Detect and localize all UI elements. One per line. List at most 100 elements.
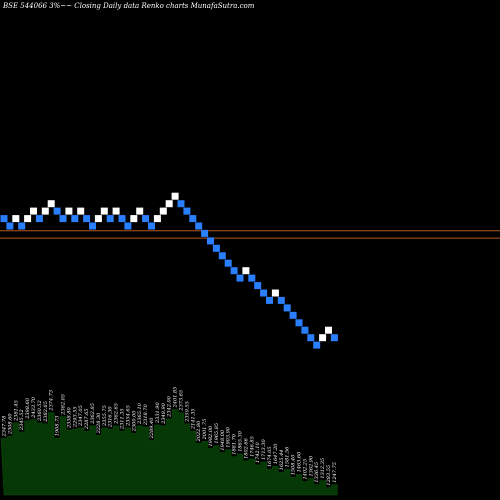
volume-label: 1948.00 <box>220 429 226 450</box>
chart-title: BSE 544066 3%~~ Closing Daily data Renko… <box>3 2 255 10</box>
volume-label: 2355.75 <box>102 405 108 427</box>
volume-label: 1581.56 <box>285 446 291 467</box>
renko-brick-up <box>24 215 32 223</box>
volume-label: 1742.10 <box>255 442 261 463</box>
renko-brick-up <box>136 207 144 215</box>
volume-label: 2348.90 <box>161 402 167 424</box>
volume-label: 1903.90 <box>226 426 232 447</box>
renko-brick-down <box>71 215 79 223</box>
renko-brick-down <box>142 215 150 223</box>
volume-label: 1713.30 <box>261 439 267 460</box>
renko-brick-down <box>254 282 262 290</box>
renko-brick-down <box>330 334 338 342</box>
volume-label: 2342.00 <box>167 395 173 417</box>
renko-brick-down <box>289 311 297 319</box>
volume-label: 2289.40 <box>149 417 155 439</box>
volume-label: 1463.60 <box>297 451 303 472</box>
volume-label: 2316.30 <box>108 406 114 428</box>
renko-brick-up <box>159 207 167 215</box>
renko-brick-down <box>207 237 214 245</box>
volume-label: 2354.65 <box>125 405 131 427</box>
volume-label: 1336.45 <box>314 462 320 483</box>
renko-brick-down <box>124 222 132 230</box>
volume-label: 2373.65 <box>179 390 185 412</box>
volume-label: 1402.25 <box>302 459 308 480</box>
volume-label: 2141.35 <box>190 408 196 430</box>
volume-label: 1674.05 <box>267 446 273 467</box>
volume-label: 2382.05 <box>61 394 67 416</box>
volume-label: 2365.10 <box>137 402 143 424</box>
volume-area <box>0 409 338 496</box>
renko-brick-down <box>148 222 155 230</box>
renko-brick-down <box>260 289 268 297</box>
volume-label: 2311.35 <box>120 408 126 430</box>
volume-label: 1881.70 <box>232 433 238 454</box>
volume-label: 1802.66 <box>243 437 249 458</box>
renko-brick-up <box>130 215 138 223</box>
renko-brick-down <box>118 215 126 223</box>
volume-label: 1362.90 <box>308 455 314 476</box>
volume-label: 2362.85 <box>90 403 96 425</box>
renko-brick-down <box>230 267 238 275</box>
renko-brick-up <box>94 215 102 223</box>
renko-brick-down <box>236 274 244 282</box>
renko-brick-up <box>165 200 173 208</box>
renko-brick-up <box>325 326 332 334</box>
volume-label: 2382.65 <box>43 401 49 423</box>
volume-label: 2228.30 <box>96 412 102 434</box>
renko-brick-down <box>218 252 226 260</box>
renko-brick-up <box>271 289 279 297</box>
renko-brick-down <box>183 207 191 215</box>
renko-brick-up <box>153 215 161 223</box>
volume-label: 1312.35 <box>320 458 326 479</box>
volume-label: 1982.00 <box>208 425 214 446</box>
renko-brick-down <box>35 215 43 223</box>
renko-brick-down <box>301 326 309 334</box>
renko-brick-down <box>212 244 220 252</box>
volume-label: 1647.20 <box>273 443 279 464</box>
renko-brick-down <box>313 341 321 349</box>
renko-brick-down <box>0 215 8 223</box>
volume-label: 2331.90 <box>155 402 161 424</box>
renko-brick-up <box>112 207 120 215</box>
renko-brick-down <box>307 334 315 342</box>
volume-label: 2433.70 <box>31 396 37 418</box>
volume-label: 1508.40 <box>291 454 297 475</box>
renko-brick-down <box>224 259 232 267</box>
volume-label: 1247.75 <box>332 462 338 483</box>
renko-brick-down <box>106 215 114 223</box>
renko-brick-down <box>83 215 91 223</box>
renko-brick-down <box>177 200 185 208</box>
volume-label: 2381.45 <box>13 400 19 422</box>
renko-brick-up <box>12 215 20 223</box>
renko-brick-up <box>242 267 250 275</box>
renko-brick-down <box>89 222 96 230</box>
renko-brick-up <box>65 207 73 215</box>
volume-label: 2318.70 <box>143 404 149 426</box>
volume-label: 2287.65 <box>84 408 90 430</box>
renko-brick-up <box>41 207 49 215</box>
renko-brick-down <box>201 229 209 237</box>
volume-label: 2338.80 <box>66 407 72 429</box>
renko-brick-up <box>47 200 55 208</box>
renko-brick-up <box>319 334 327 342</box>
volume-label: 1865.30 <box>238 430 244 451</box>
renko-brick-up <box>30 207 37 215</box>
renko-brick-down <box>195 222 203 230</box>
volume-label: 1283.55 <box>326 465 332 486</box>
renko-brick-down <box>266 296 273 304</box>
volume-label: 2022.80 <box>196 420 202 442</box>
volume-label: 2001.75 <box>202 419 208 441</box>
renko-brick-up <box>100 207 108 215</box>
renko-brick-down <box>59 215 67 223</box>
volume-label: 2300.00 <box>131 410 137 432</box>
volume-label: 2398.60 <box>25 397 31 419</box>
volume-label: 1965.85 <box>214 423 220 444</box>
renko-brick-down <box>283 304 291 312</box>
volume-label: 2345.52 <box>19 409 25 431</box>
volume-label: 2347.05 <box>78 405 84 427</box>
volume-label: 2293.55 <box>72 406 78 428</box>
volume-label: 2374.73 <box>49 390 55 412</box>
volume-label: 1746.85 <box>249 436 255 457</box>
renko-brick-down <box>53 207 61 215</box>
